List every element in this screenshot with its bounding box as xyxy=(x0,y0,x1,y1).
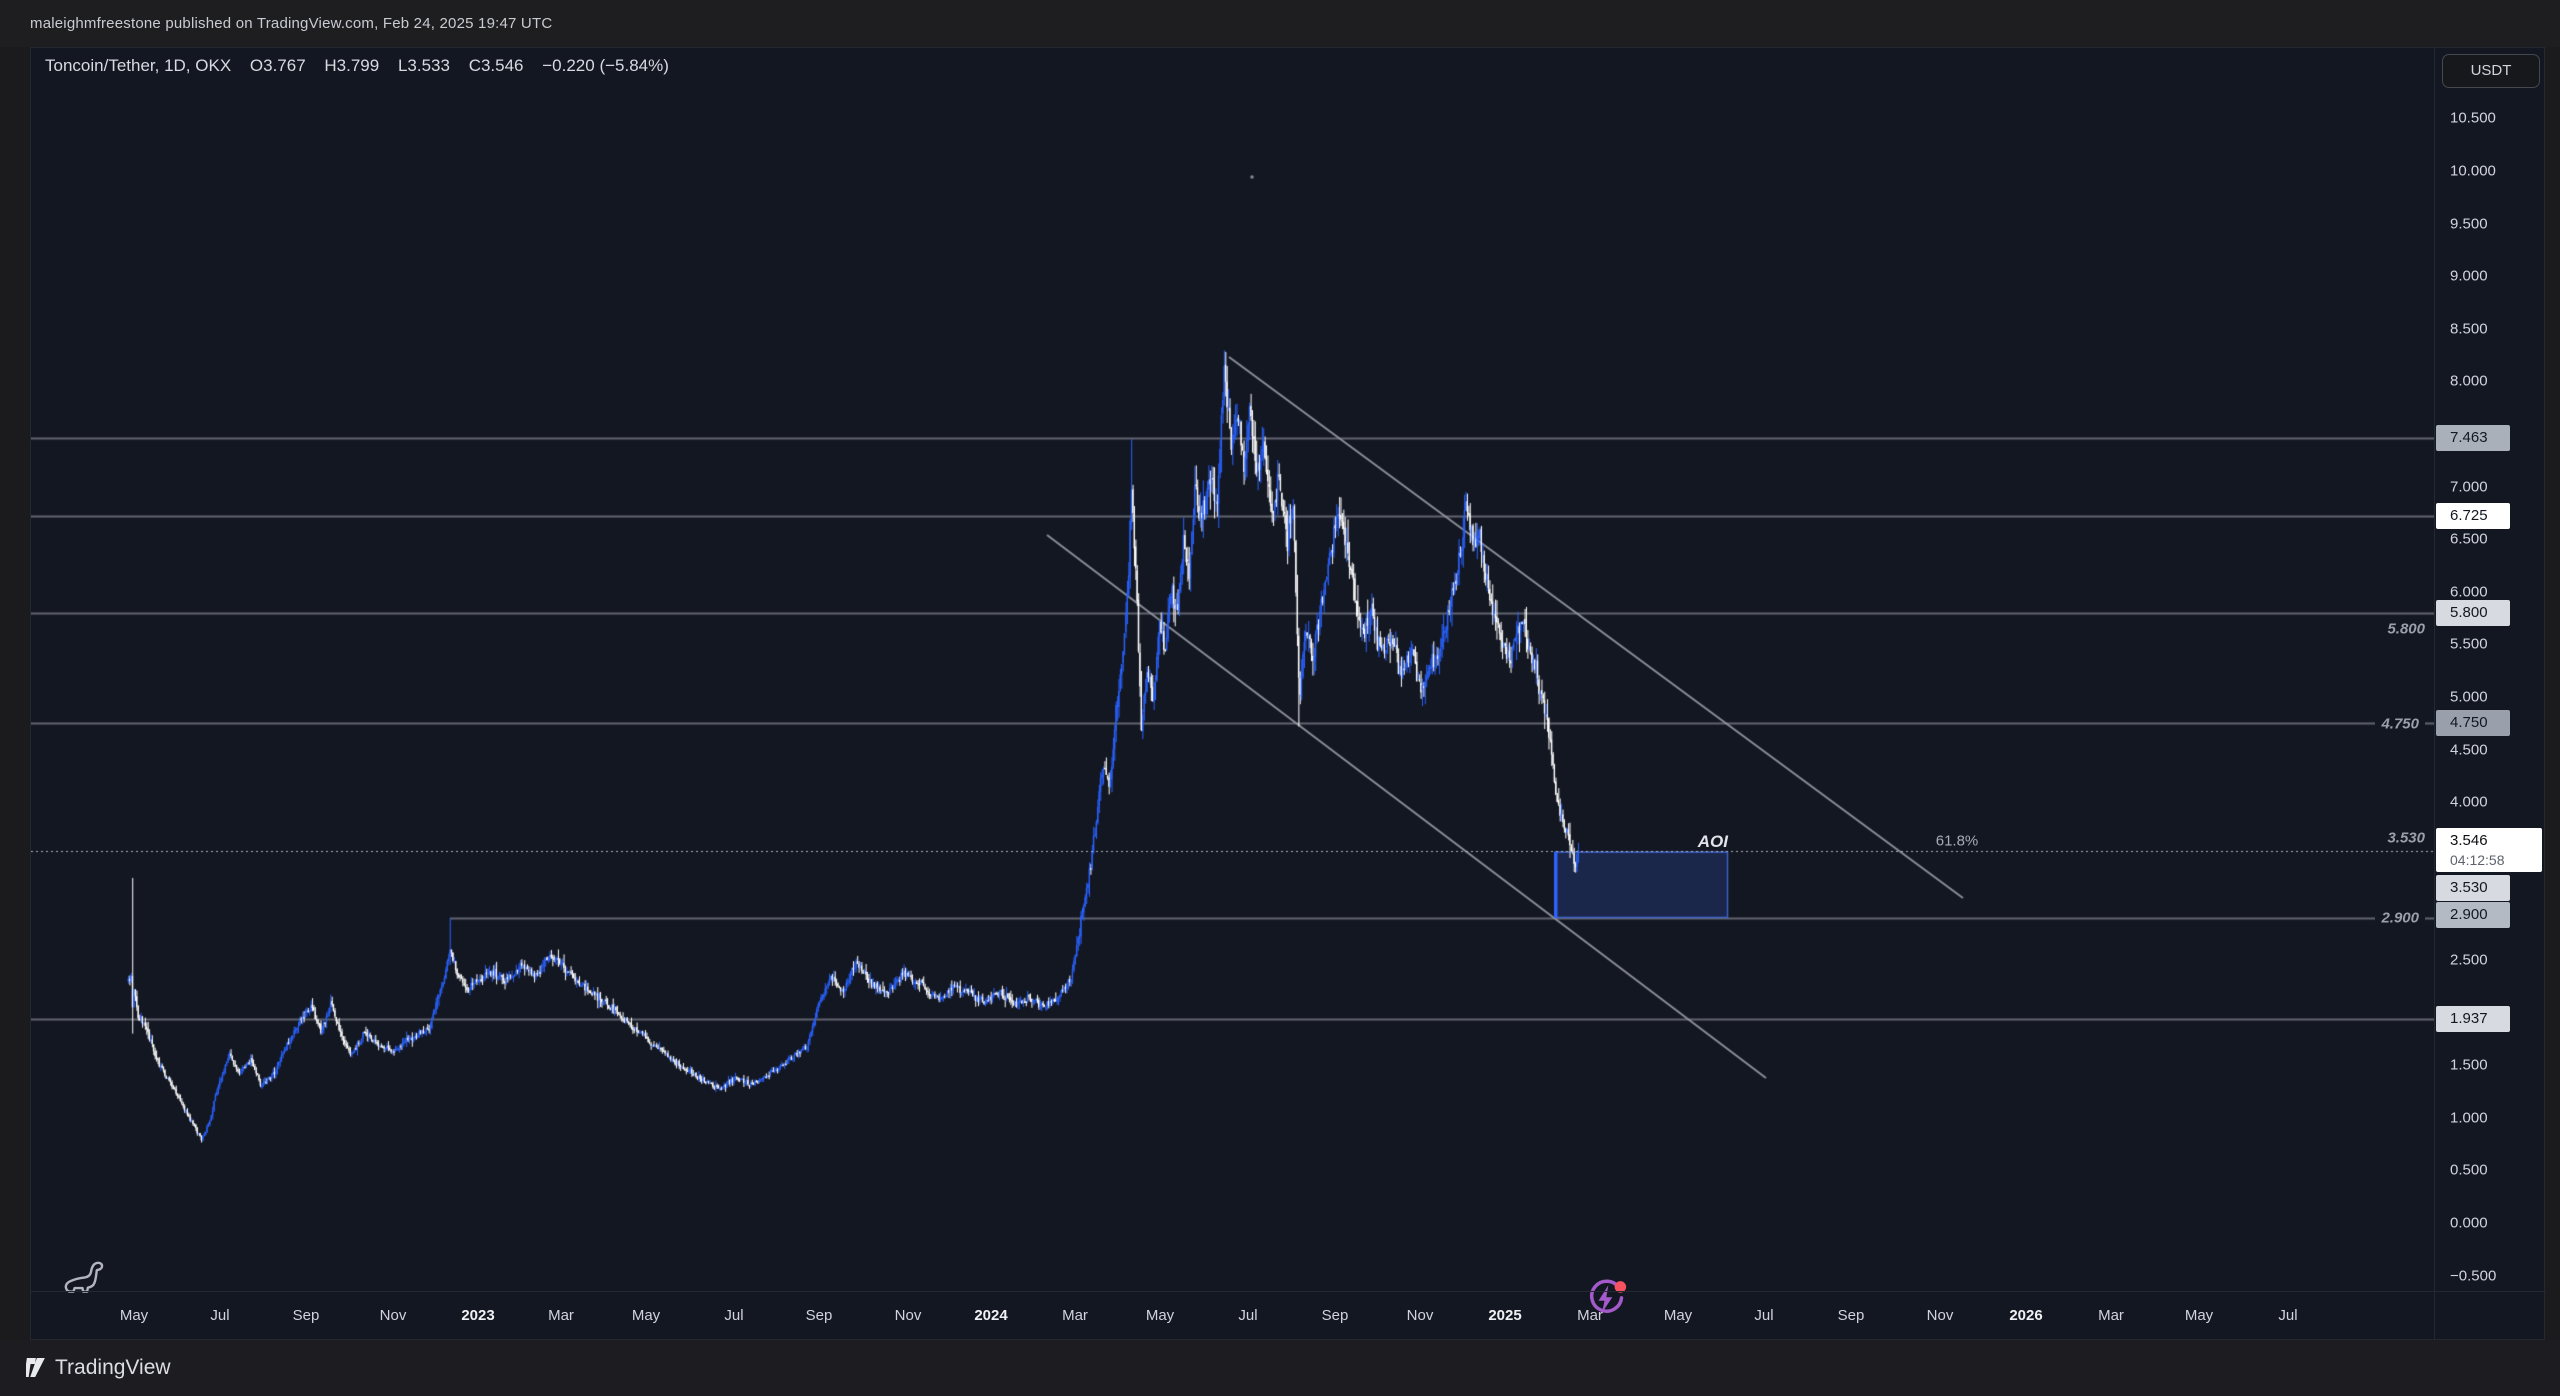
ohlc-high: H3.799 xyxy=(324,56,380,75)
price-tick-label: 5.500 xyxy=(2450,635,2488,653)
time-axis[interactable]: May Jul Sep Nov 2023 Mar May Jul Sep Nov 2024 Mar Ma… xyxy=(31,1291,2546,1341)
time-tick-month: Sep xyxy=(1837,1307,1865,1324)
chart-legend: Toncoin/Tether, 1D, OKX O3.767 H3.799 L3… xyxy=(45,56,683,76)
ohlc-low: L3.533 xyxy=(397,56,450,75)
ohlc-close: C3.546 xyxy=(468,56,524,75)
price-tick-label: −0.500 xyxy=(2450,1267,2497,1285)
time-tick-month: Sep xyxy=(292,1307,320,1324)
price-tick-label: 10.000 xyxy=(2450,162,2496,180)
bar-countdown: 04:12:58 xyxy=(2450,852,2505,868)
price-line-label: 5.800 xyxy=(2387,620,2425,638)
price-tick-label: 9.000 xyxy=(2450,267,2488,285)
price-level-badge: 2.900 xyxy=(2436,902,2510,928)
time-tick-year: 2026 xyxy=(2009,1307,2043,1324)
last-price-badge: 3.546 04:12:58 xyxy=(2436,828,2542,872)
price-tick-label: 0.500 xyxy=(2450,1161,2488,1179)
price-level-badge: 6.725 xyxy=(2436,503,2510,529)
time-tick-month: Nov xyxy=(894,1307,922,1324)
time-tick-month: Mar xyxy=(548,1307,574,1324)
price-line-label: 2.900 xyxy=(2375,909,2425,927)
price-tick-label: 10.500 xyxy=(2450,109,2496,127)
time-tick-month: May xyxy=(119,1307,149,1324)
price-tick-label: 4.000 xyxy=(2450,793,2488,811)
time-tick-month: Jul xyxy=(210,1307,230,1324)
chart-plot-area[interactable]: Toncoin/Tether, 1D, OKX O3.767 H3.799 L3… xyxy=(31,48,2434,1313)
time-tick-month: May xyxy=(1663,1307,1693,1324)
time-tick-month: May xyxy=(631,1307,661,1324)
price-line-label: 4.750 xyxy=(2375,715,2425,733)
last-price-value: 3.546 xyxy=(2450,832,2488,849)
idea-flash-icon[interactable] xyxy=(1583,1276,1629,1322)
price-level-badge: 7.463 xyxy=(2436,425,2510,451)
price-tick-label: 8.500 xyxy=(2450,320,2488,338)
price-level-badge: 4.750 xyxy=(2436,710,2510,736)
fib-618-label: 61.8% xyxy=(1935,832,1979,850)
price-tick-label: 2.500 xyxy=(2450,951,2488,969)
symbol-title: Toncoin/Tether, 1D, OKX xyxy=(45,56,232,75)
tradingview-logo-icon[interactable] xyxy=(26,1357,50,1379)
publish-info-bar: maleighmfreestone published on TradingVi… xyxy=(0,0,2560,47)
time-tick-year: 2023 xyxy=(461,1307,495,1324)
price-change: −0.220 (−5.84%) xyxy=(542,56,669,75)
price-tick-label: 6.000 xyxy=(2450,583,2488,601)
dino-drawing-icon xyxy=(64,1261,104,1293)
price-tick-label: 0.000 xyxy=(2450,1214,2488,1232)
price-tick-label: 1.500 xyxy=(2450,1056,2488,1074)
time-tick-month: Mar xyxy=(2098,1307,2124,1324)
publish-info-text: maleighmfreestone published on TradingVi… xyxy=(30,15,553,32)
price-level-badge: 3.530 xyxy=(2436,875,2510,901)
time-tick-year: 2025 xyxy=(1488,1307,1522,1324)
price-tick-label: 1.000 xyxy=(2450,1109,2488,1127)
price-tick-label: 5.000 xyxy=(2450,688,2488,706)
candlestick-canvas[interactable] xyxy=(31,48,2434,1291)
time-tick-month: Nov xyxy=(379,1307,407,1324)
time-tick-month: Nov xyxy=(1926,1307,1954,1324)
price-tick-label: 9.500 xyxy=(2450,215,2488,233)
price-level-badge: 5.800 xyxy=(2436,600,2510,626)
time-tick-month: Jul xyxy=(1238,1307,1258,1324)
time-tick-month: May xyxy=(2184,1307,2214,1324)
time-tick-month: Jul xyxy=(724,1307,744,1324)
ohlc-open: O3.767 xyxy=(249,56,306,75)
aoi-zone-label: AOI xyxy=(1697,832,1728,851)
time-tick-month: Sep xyxy=(1321,1307,1349,1324)
time-tick-month: Jul xyxy=(2278,1307,2298,1324)
price-tick-label: 6.500 xyxy=(2450,530,2488,548)
price-tick-label: 4.500 xyxy=(2450,741,2488,759)
price-tick-label: 8.000 xyxy=(2450,372,2488,390)
time-tick-month: Sep xyxy=(805,1307,833,1324)
price-tick-label: 7.000 xyxy=(2450,478,2488,496)
bottom-brand-bar: TradingView xyxy=(0,1340,2560,1396)
chart-card: Toncoin/Tether, 1D, OKX O3.767 H3.799 L3… xyxy=(30,47,2546,1341)
time-axis-corner xyxy=(2434,1291,2546,1341)
price-line-label: 3.530 xyxy=(2387,829,2425,847)
time-tick-month: Jul xyxy=(1754,1307,1774,1324)
time-tick-month: Mar xyxy=(1577,1307,1603,1324)
time-tick-month: May xyxy=(1145,1307,1175,1324)
time-tick-year: 2024 xyxy=(974,1307,1008,1324)
tradingview-brand-link[interactable]: TradingView xyxy=(55,1356,171,1379)
time-tick-month: Nov xyxy=(1406,1307,1434,1324)
price-level-badge: 1.937 xyxy=(2436,1006,2510,1032)
currency-toggle-button[interactable]: USDT xyxy=(2442,54,2540,88)
price-axis[interactable]: USDT 10.500 10.000 9.500 9.000 8.500 8.000 7.0… xyxy=(2434,48,2546,1291)
time-tick-month: Mar xyxy=(1062,1307,1088,1324)
